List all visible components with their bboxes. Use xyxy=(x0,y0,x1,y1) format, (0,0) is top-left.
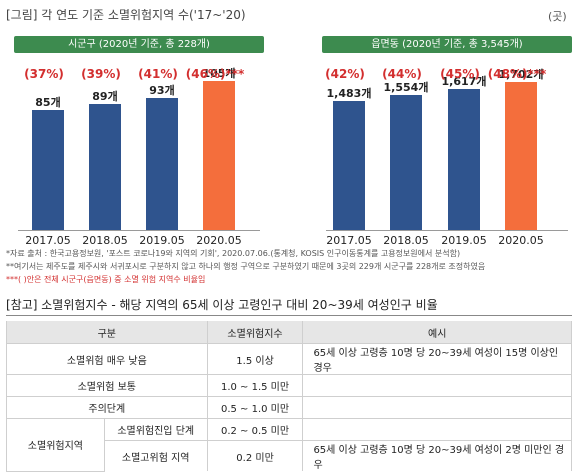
bar xyxy=(146,98,178,230)
row-index: 0.5 ~ 1.0 미만 xyxy=(206,396,304,419)
bar xyxy=(505,82,537,230)
percent-label: (37%) xyxy=(24,67,64,81)
table-row: 소멸위험 보통 1.0 ~ 1.5 미만 xyxy=(6,374,572,397)
percent-label: (42%) xyxy=(325,67,365,81)
row-example xyxy=(302,418,572,441)
x-tick-label: 2019.05 xyxy=(441,234,487,247)
row-label: 주의단계 xyxy=(6,396,208,419)
data-label: 1,617개 xyxy=(441,75,487,88)
x-tick-label: 2017.05 xyxy=(326,234,372,247)
data-label: 1,554개 xyxy=(383,81,429,94)
x-tick-label: 2019.05 xyxy=(139,234,185,247)
row-index: 1.0 ~ 1.5 미만 xyxy=(206,374,304,397)
data-label: 89개 xyxy=(92,90,118,103)
row-example: 65세 이상 고령층 10명 당 20~39세 여성이 2명 미만인 경우 xyxy=(302,440,572,471)
percent-label: (48%)*** xyxy=(487,67,547,81)
row-label: 소멸고위험 지역 xyxy=(103,440,208,471)
table-row: 소멸고위험 지역 0.2 미만 65세 이상 고령층 10명 당 20~39세 … xyxy=(7,440,572,471)
row-label: 소멸위험진입 단계 xyxy=(103,418,208,441)
row-index: 1.5 이상 xyxy=(206,343,304,375)
bar xyxy=(89,104,121,230)
bar xyxy=(203,81,235,230)
x-tick-label: 2018.05 xyxy=(82,234,128,247)
note-adjustment: **여기서는 제주도를 제주시와 서귀포시로 구분하지 않고 하나의 행정 구역… xyxy=(6,262,486,271)
data-label: 93개 xyxy=(149,84,175,97)
table-row: 소멸위험지역 소멸위험진입 단계 0.2 ~ 0.5 미만 xyxy=(6,418,572,472)
figure-title: [그림] 각 연도 기준 소멸위험지역 수('17~'20) xyxy=(6,8,246,22)
bar xyxy=(32,110,64,230)
note-source: *자료 출처 : 한국고용정보원, '포스트 코로나19와 지역의 기회', 2… xyxy=(6,249,461,258)
percent-label: (45%) xyxy=(440,67,480,81)
percent-label: (39%) xyxy=(81,67,121,81)
data-label: 1,702개 xyxy=(498,68,544,81)
row-index: 0.2 ~ 0.5 미만 xyxy=(206,418,304,441)
x-tick-label: 2020.05 xyxy=(498,234,544,247)
bar xyxy=(333,101,365,230)
note-ratio: ***( )안은 전체 시군구(읍면동) 중 소멸 위험 지역수 비율임 xyxy=(6,275,206,284)
chart-header-1: 읍면동 (2020년 기준, 총 3,545개) xyxy=(322,36,572,53)
x-axis-line xyxy=(18,230,260,231)
percent-label: (44%) xyxy=(382,67,422,81)
data-label: 1,483개 xyxy=(326,87,372,100)
x-axis-line xyxy=(326,230,568,231)
divider xyxy=(6,315,572,316)
row-index: 0.2 미만 xyxy=(206,440,304,471)
bar xyxy=(390,95,422,230)
header-example: 예시 xyxy=(302,321,572,344)
table-header-row: 구분 소멸위험지수 예시 xyxy=(6,321,572,344)
reference-title: [참고] 소멸위험지수 - 해당 지역의 65세 이상 고령인구 대비 20~3… xyxy=(6,298,438,312)
percent-label: (41%) xyxy=(138,67,178,81)
x-tick-label: 2020.05 xyxy=(196,234,242,247)
header-index: 소멸위험지수 xyxy=(206,321,304,344)
row-example: 65세 이상 고령층 10명 당 20~39세 여성이 15명 이상인 경우 xyxy=(302,343,572,375)
table-row: 소멸위험 매우 낮음 1.5 이상 65세 이상 고령층 10명 당 20~39… xyxy=(6,343,572,375)
bar xyxy=(448,89,480,230)
x-tick-label: 2017.05 xyxy=(25,234,71,247)
row-label: 소멸위험 보통 xyxy=(6,374,208,397)
data-label: 85개 xyxy=(35,96,61,109)
unit-label: (곳) xyxy=(548,10,567,23)
header-category: 구분 xyxy=(6,321,208,344)
x-tick-label: 2018.05 xyxy=(383,234,429,247)
group-label: 소멸위험지역 xyxy=(6,418,105,472)
chart-header-0: 시군구 (2020년 기준, 총 228개) xyxy=(14,36,264,53)
reference-table: 구분 소멸위험지수 예시 소멸위험 매우 낮음 1.5 이상 65세 이상 고령… xyxy=(6,321,572,472)
row-label: 소멸위험 매우 낮음 xyxy=(6,343,208,375)
row-example xyxy=(302,396,572,419)
row-example xyxy=(302,374,572,397)
table-row: 주의단계 0.5 ~ 1.0 미만 xyxy=(6,396,572,419)
percent-label: (46%)*** xyxy=(185,67,245,81)
data-label: 105개 xyxy=(202,67,236,80)
